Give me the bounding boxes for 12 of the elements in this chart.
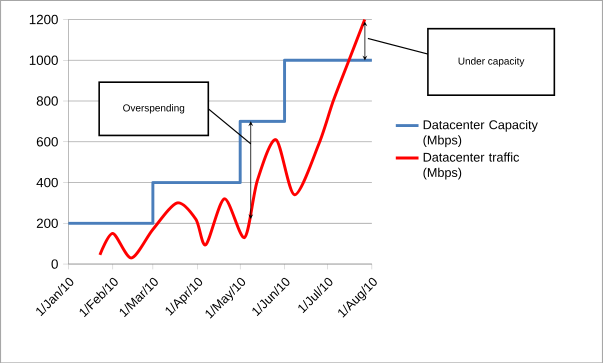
y-tick-label: 1200 [30,14,58,24]
text: Under capacity [458,57,524,66]
annotation: Overspending [123,104,184,114]
y-tick-label: 400 [36,178,58,188]
legend-label: Datacenter traffic (Mbps) [423,152,520,180]
y-tick-label: 800 [36,96,58,106]
y-tick-label: 600 [36,136,58,146]
y-tick-label: 200 [36,218,58,228]
line-series [98,18,366,260]
y-tick-label: 1000 [30,55,58,65]
legend-label: Datacenter Capacity (Mbps) [423,120,538,147]
y-tick-label: 0 [52,259,58,269]
